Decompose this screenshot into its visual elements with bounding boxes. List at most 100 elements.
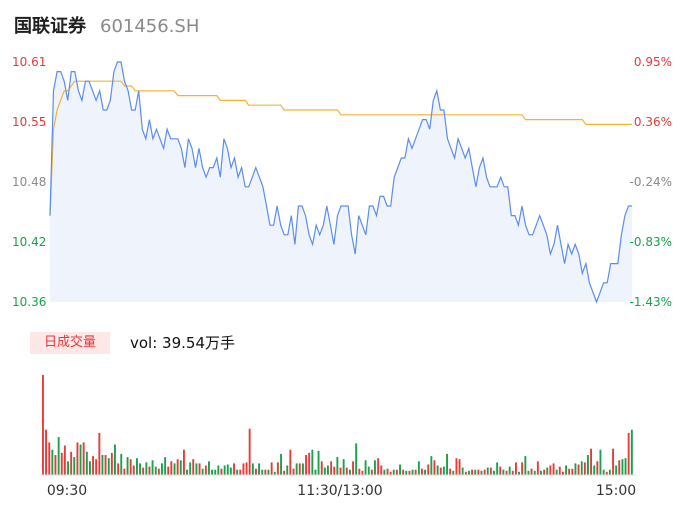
volume-bar xyxy=(170,461,173,475)
volume-bar xyxy=(236,469,239,475)
volume-bar xyxy=(195,463,198,475)
volume-bar xyxy=(383,469,386,475)
price-area xyxy=(50,62,632,302)
volume-bar xyxy=(480,470,483,475)
volume-bar xyxy=(298,463,301,475)
volume-bar xyxy=(201,468,204,475)
volume-bar xyxy=(242,463,245,475)
volume-bar xyxy=(258,463,260,475)
volume-bar xyxy=(427,464,430,475)
volume-bar xyxy=(148,466,151,475)
volume-bar xyxy=(305,455,307,475)
volume-bar xyxy=(54,455,57,475)
volume-bar xyxy=(402,469,405,475)
volume-bar xyxy=(308,452,311,475)
volume-bar xyxy=(505,470,508,475)
volume-bar xyxy=(583,462,586,475)
volume-bar xyxy=(342,459,345,475)
volume-bar xyxy=(283,470,286,475)
volume-bar xyxy=(361,470,364,475)
price-line xyxy=(49,61,632,304)
volume-bar xyxy=(261,469,264,475)
volume-bar xyxy=(186,469,188,475)
volume-bar xyxy=(63,445,66,475)
volume-bar xyxy=(251,463,254,475)
volume-bar xyxy=(292,468,295,475)
volume-bar xyxy=(433,460,436,475)
volume-bar xyxy=(85,451,88,475)
volume-bar xyxy=(51,449,54,475)
volume-bar xyxy=(98,432,101,475)
volume-readout: vol: 39.54万手 xyxy=(130,334,235,352)
volume-bar xyxy=(276,462,279,475)
volume-bar xyxy=(311,449,314,475)
volume-bar xyxy=(104,455,107,475)
volume-bar xyxy=(496,462,499,475)
volume-bar xyxy=(436,465,439,475)
volume-bar xyxy=(411,469,414,475)
volume-bar xyxy=(568,468,571,475)
volume-bar xyxy=(73,457,76,475)
y-left-tick: 10.48 xyxy=(12,175,46,189)
volume-bar xyxy=(239,469,242,475)
volume-bar xyxy=(486,467,489,475)
volume-bar xyxy=(399,464,401,475)
volume-bar xyxy=(439,467,442,475)
volume-bar xyxy=(223,465,226,475)
volume-bar xyxy=(574,463,577,475)
daily-volume-tab[interactable]: 日成交量 xyxy=(30,332,110,354)
volume-bar xyxy=(511,470,514,475)
volume-bar xyxy=(280,453,282,475)
volume-bar xyxy=(273,471,276,475)
volume-bar xyxy=(405,470,408,475)
volume-bar xyxy=(176,459,179,475)
volume-bar xyxy=(89,461,91,475)
volume-bar xyxy=(377,458,380,475)
volume-bar xyxy=(217,465,220,475)
volume-bar xyxy=(430,456,433,475)
volume-bar xyxy=(214,469,217,475)
volume-bar xyxy=(314,469,317,475)
volume-bar xyxy=(132,465,135,475)
volume-bar xyxy=(483,469,486,475)
volume-bar xyxy=(364,460,367,475)
stock-header: 国联证券 601456.SH xyxy=(14,12,199,40)
volume-bar xyxy=(530,468,533,475)
volume-bar xyxy=(70,451,73,475)
volume-bar xyxy=(317,450,320,475)
volume-bar xyxy=(107,458,110,475)
volume-bar xyxy=(386,468,389,475)
volume-bar xyxy=(452,470,455,475)
volume-bar xyxy=(333,466,336,475)
volume-bar xyxy=(248,428,251,475)
volume-bar xyxy=(323,467,326,475)
volume-bar xyxy=(508,466,511,475)
volume-bar xyxy=(370,469,373,475)
volume-bar xyxy=(627,432,630,475)
y-left-tick: 10.55 xyxy=(12,115,46,129)
volume-bar xyxy=(67,461,69,475)
stock-name: 国联证券 xyxy=(14,16,86,37)
volume-bar xyxy=(408,470,411,475)
volume-bar xyxy=(198,463,201,475)
volume-bar xyxy=(527,470,530,475)
volume-bar xyxy=(192,459,195,475)
volume-bar xyxy=(374,460,376,475)
volume-bar xyxy=(233,463,235,475)
y-right-tick: -1.43% xyxy=(630,295,672,309)
volume-bar xyxy=(82,442,85,475)
volume-bar xyxy=(615,465,618,475)
volume-bar xyxy=(577,464,580,475)
volume-bar xyxy=(533,470,536,475)
volume-bar xyxy=(477,469,480,475)
volume-bar xyxy=(339,467,342,475)
volume-bar xyxy=(42,375,44,475)
volume-bar xyxy=(549,465,552,475)
volume-bar xyxy=(518,471,520,475)
volume-bar xyxy=(446,453,448,475)
volume-bar xyxy=(183,449,185,475)
volume-bar xyxy=(302,463,304,475)
volume-bar xyxy=(499,466,502,475)
volume-bar xyxy=(599,449,602,475)
volume-bar xyxy=(114,444,116,475)
